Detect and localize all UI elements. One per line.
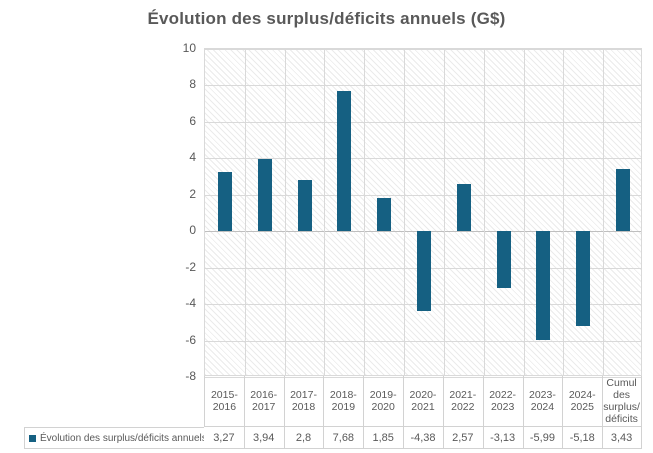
gridline-vertical [324,49,326,375]
y-axis-tick-label: 10 [182,41,196,55]
gridline-horizontal [205,194,641,196]
value-cell-2022-2023: -3,13 [482,427,524,449]
gridline-horizontal [205,49,641,50]
legend-series-label: Évolution des surplus/déficits annuels [40,432,204,444]
value-cell-2021-2022: 2,57 [442,427,484,449]
bar-cumul-des-surplus-d-ficits [616,168,631,232]
value-cell-cumul-des-surplus-d-ficits: 3,43 [602,427,642,449]
value-cell-2015-2016: 3,27 [204,427,245,449]
y-axis-tick-label: 4 [189,150,196,165]
category-header-cell-2021-2022: 2021- 2022 [442,376,484,427]
chart-title: Évolution des surplus/déficits annuels (… [147,9,506,28]
gridline-vertical [603,49,605,375]
gridline-horizontal [205,340,641,342]
gridline-horizontal [205,377,641,378]
gridline-vertical [443,49,445,375]
y-axis-tick-label: 2 [189,186,196,201]
category-header-cell-2022-2023: 2022- 2023 [482,376,524,427]
category-header-cell-2023-2024: 2023- 2024 [522,376,564,427]
bar-2015-2016 [217,171,232,232]
gridline-vertical [563,49,565,375]
value-cell-2024-2025: -5,18 [562,427,604,449]
gridline-horizontal [205,121,641,123]
value-cell-2016-2017: 3,94 [243,427,285,449]
legend-cell: Évolution des surplus/déficits annuels [24,427,204,449]
category-header-cell-2018-2019: 2018- 2019 [323,376,365,427]
category-header-cell-cumul-des-surplus-d-ficits: Cumul des surplus/déficits [602,376,642,427]
y-axis-tick-label: -2 [185,259,196,274]
bar-2018-2019 [337,91,352,232]
gridline-vertical [364,49,366,375]
value-cell-2023-2024: -5,99 [522,427,564,449]
gridline-horizontal [205,85,641,87]
category-header-cell-2020-2021: 2020- 2021 [403,376,444,427]
bar-2017-2018 [297,180,312,232]
gridline-vertical [483,49,485,375]
y-axis-tick-label: 0 [189,223,196,238]
gridline-vertical [284,49,286,375]
value-cell-2019-2020: 1,85 [363,427,405,449]
category-header-cell-2016-2017: 2016- 2017 [243,376,285,427]
category-header-cell-2015-2016: 2015- 2016 [204,376,245,427]
category-header-cell-2024-2025: 2024- 2025 [562,376,604,427]
series-legend-key-icon [29,434,36,442]
y-axis-tick-label: 8 [189,77,196,92]
gridline-vertical [523,49,525,375]
bar-2016-2017 [257,159,272,232]
y-axis-tick-label: -4 [185,296,196,311]
bar-2024-2025 [576,231,591,326]
bar-2022-2023 [496,231,511,289]
bar-2023-2024 [536,231,551,341]
y-axis-tick-label: 6 [189,113,196,128]
y-axis-tick-label: -8 [185,369,196,383]
plot-area [204,48,642,378]
bar-2020-2021 [417,231,431,312]
category-header-cell-2017-2018: 2017- 2018 [283,376,325,427]
y-axis-tick-label: -6 [185,332,196,347]
category-header-cell-2019-2020: 2019- 2020 [363,376,405,427]
bar-2021-2022 [456,184,471,232]
gridline-vertical [404,49,406,375]
gridline-horizontal [205,158,641,160]
gridline-vertical [244,49,246,375]
value-cell-2017-2018: 2,8 [283,427,325,449]
bar-2019-2020 [377,197,392,232]
value-cell-2020-2021: -4,38 [403,427,444,449]
value-cell-2018-2019: 7,68 [323,427,365,449]
